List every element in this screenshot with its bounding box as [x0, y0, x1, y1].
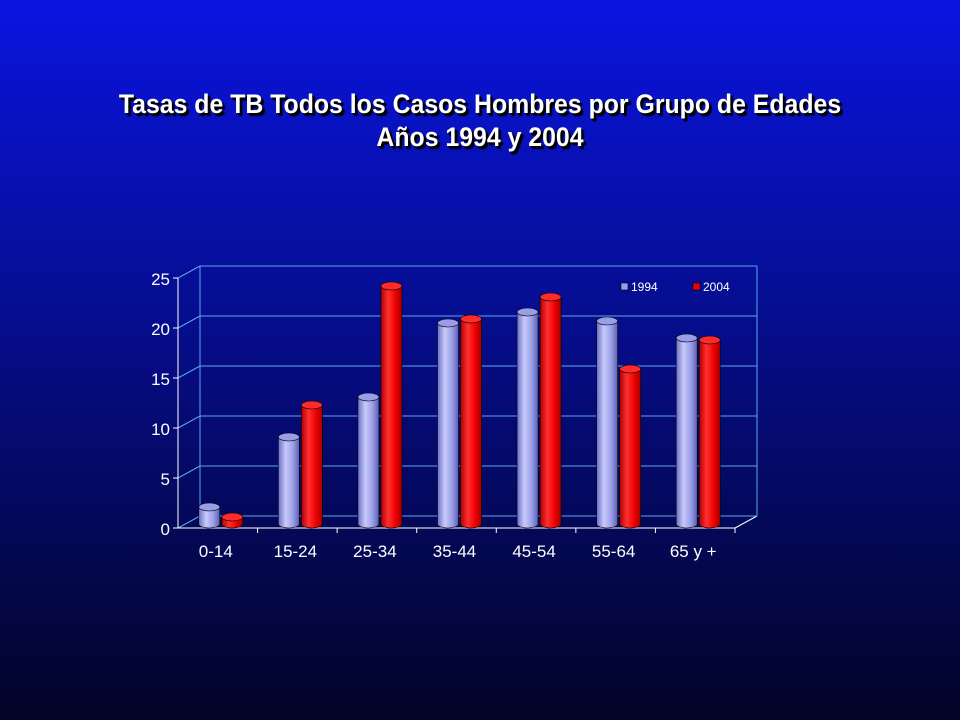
x-tick-label: 45-54	[512, 542, 555, 561]
y-tick-label: 15	[151, 370, 170, 389]
bar-body	[460, 318, 482, 529]
legend-label-1994: 1994	[631, 280, 658, 294]
slide-title-line-1: Tasas de TB Todos los Casos Hombres por …	[118, 89, 842, 119]
bar-cap	[460, 314, 482, 324]
x-tick-label: 65 y +	[670, 542, 717, 561]
gridline-depth	[177, 465, 201, 479]
legend-label-2004: 2004	[703, 280, 730, 294]
gridline-depth	[177, 515, 201, 529]
x-tick-label: 55-64	[592, 542, 635, 561]
axes: 0 5 10 15 20 25 0-14 15-24 25-34 35-44 45-54 55-64 6…	[151, 270, 736, 561]
gridline-depth	[177, 315, 201, 329]
bar-2004-15-24	[301, 400, 323, 529]
bar-cap	[675, 333, 698, 343]
bar-1994-65 y +	[675, 333, 698, 529]
floor-right-edge	[734, 515, 758, 529]
bar-1994-25-34	[357, 392, 380, 529]
bar-2004-0-14	[221, 512, 244, 529]
bar-body	[357, 396, 380, 529]
x-tick-label: 15-24	[274, 542, 317, 561]
gridline-depth	[177, 415, 201, 429]
bar-cap	[539, 292, 562, 302]
y-tick-label: 0	[161, 520, 170, 539]
bar-1994-55-64	[596, 316, 618, 529]
bar-1994-35-44	[437, 318, 459, 529]
bar-body	[596, 320, 618, 529]
bar-cap	[278, 432, 300, 442]
bar-body	[437, 322, 459, 529]
bar-cap	[516, 307, 539, 317]
bar-body	[698, 339, 721, 529]
bar-cap	[301, 400, 323, 410]
bar-body	[301, 404, 323, 529]
bar-2004-45-54	[539, 292, 562, 529]
bar-cap	[596, 316, 618, 326]
bar-body	[619, 368, 641, 529]
x-tick-label: 25-34	[353, 542, 396, 561]
bar-cap	[221, 512, 244, 522]
bar-cap	[380, 281, 403, 291]
bar-1994-45-54	[516, 307, 539, 529]
bar-body	[198, 506, 221, 529]
bar-cap	[698, 335, 721, 345]
y-tick-label: 5	[161, 470, 170, 489]
bars	[198, 281, 721, 529]
bar-2004-65 y +	[698, 335, 721, 529]
bar-body	[539, 296, 562, 529]
y-tick-label: 25	[151, 270, 170, 289]
bar-body	[380, 285, 403, 529]
legend-swatch-2004	[692, 282, 701, 291]
bar-body	[278, 436, 300, 529]
slide-title: Tasas de TB Todos los Casos Hombres por …	[38, 88, 921, 154]
bar-body	[516, 311, 539, 529]
slide-title-line-2: Años 1994 y 2004	[376, 122, 584, 152]
y-tick-label: 10	[151, 420, 170, 439]
legend: 1994 2004	[620, 280, 730, 294]
x-tick-label: 35-44	[433, 542, 476, 561]
bar-body	[675, 337, 698, 529]
bar-2004-35-44	[460, 314, 482, 529]
y-tick-label: 20	[151, 320, 170, 339]
bar-2004-55-64	[619, 364, 641, 529]
gridline-depth	[177, 265, 201, 279]
bar-cap	[437, 318, 459, 328]
x-tick-label: 0-14	[199, 542, 233, 561]
bar-cap	[198, 502, 221, 512]
bar-1994-15-24	[278, 432, 300, 529]
bar-1994-0-14	[198, 502, 221, 529]
bar-cap	[619, 364, 641, 374]
bar-2004-25-34	[380, 281, 403, 529]
gridline-depth	[177, 365, 201, 379]
legend-swatch-1994	[620, 282, 629, 291]
bar-cap	[357, 392, 380, 402]
